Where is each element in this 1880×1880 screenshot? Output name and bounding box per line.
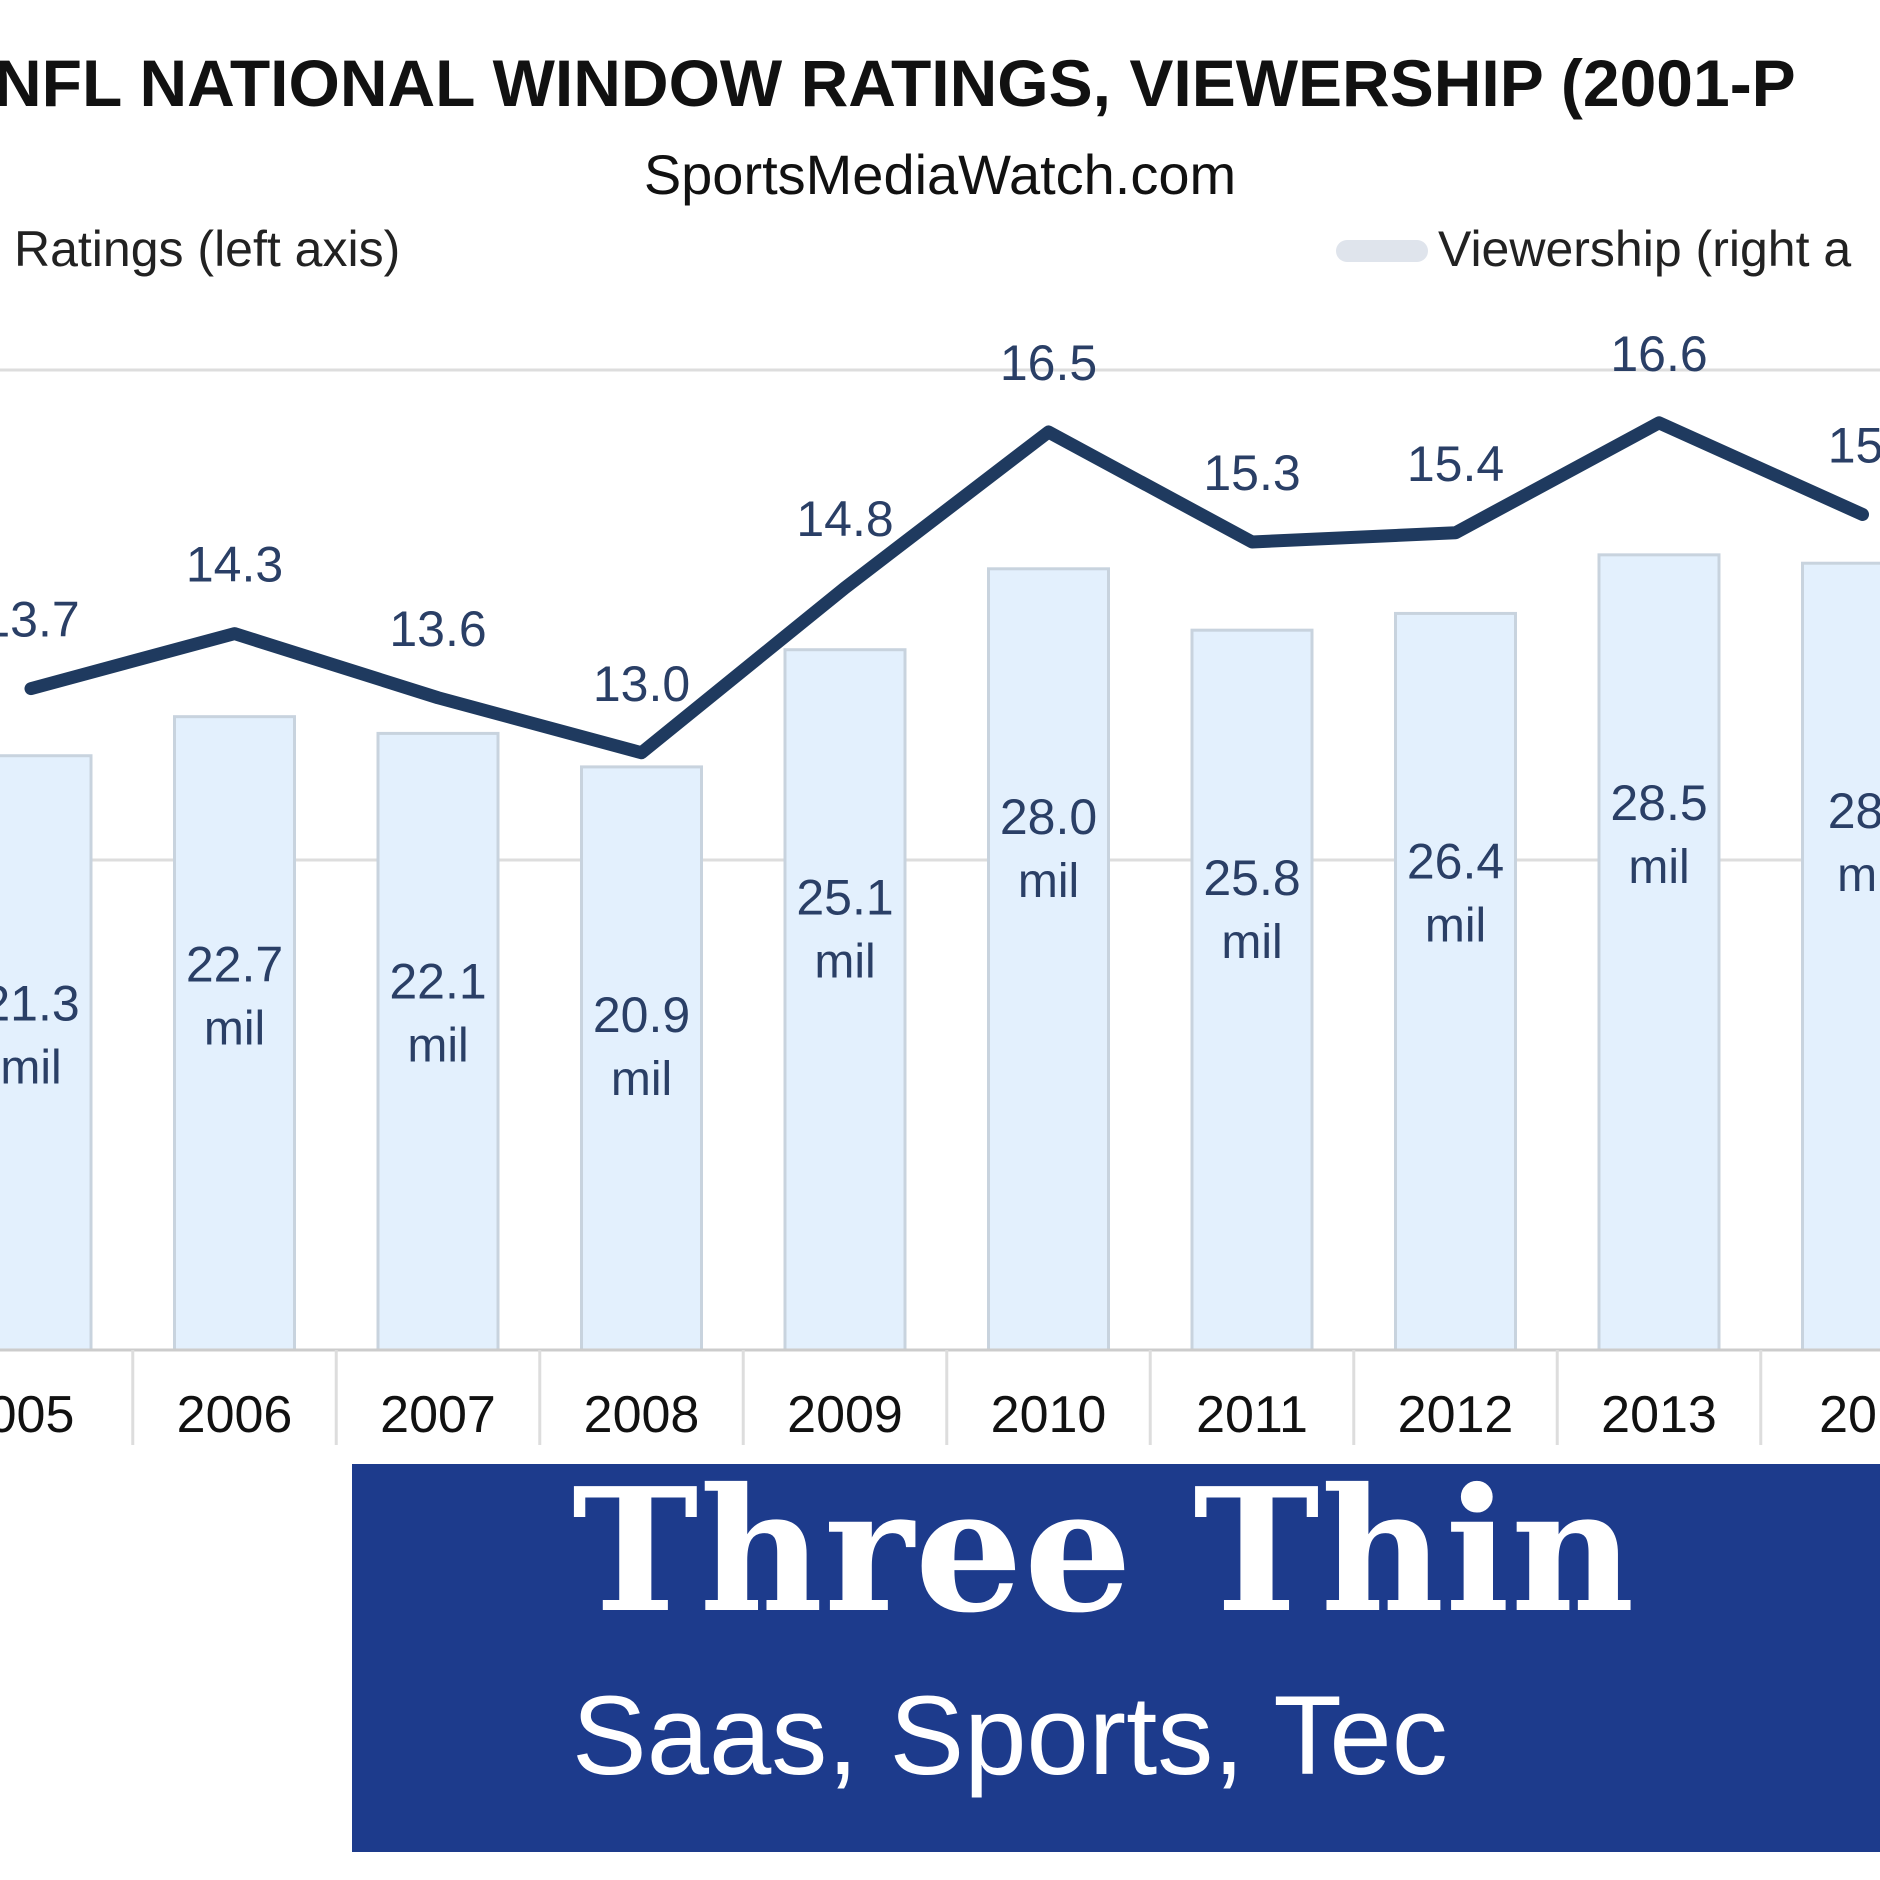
- bar-value-label: 25.8: [1203, 850, 1300, 906]
- tick-separators: [131, 1350, 1763, 1445]
- rating-label-2009: 14.8: [796, 491, 893, 547]
- banner-title: Three Thin: [572, 1451, 1636, 1651]
- rating-labels: 13.7 14.3 13.6 13.0 14.8 16.5 15.3 15.4 16.6 15.: [0, 326, 1880, 712]
- bar-unit-label: mi: [1837, 849, 1880, 902]
- x-tick-label: 2009: [787, 1386, 903, 1444]
- x-tick-label: 005: [0, 1386, 74, 1444]
- tick-labels: 005 2006 2007 2008 2009 2010 2011 2012 2013 201: [0, 1386, 1880, 1444]
- bar-2007: [376, 731, 500, 1352]
- bar-2012: [1394, 611, 1517, 1352]
- bar-unit-label: mil: [1425, 899, 1486, 952]
- x-tick-label: 2010: [991, 1386, 1107, 1444]
- rating-label-2008: 13.0: [593, 656, 690, 712]
- bar-2009: [783, 648, 907, 1352]
- rating-label-2011: 15.3: [1203, 445, 1300, 501]
- banner-subtitle: Saas, Sports, Tec: [572, 1673, 1448, 1798]
- rating-label-2014: 15.: [1828, 417, 1880, 473]
- bar-value-label: 21.3: [0, 976, 80, 1032]
- bar-unit-label: mil: [0, 1042, 61, 1095]
- rating-label-2007: 13.6: [389, 601, 486, 657]
- bar-unit-label: mil: [1628, 841, 1689, 894]
- legend-viewership-swatch: [1336, 240, 1428, 262]
- x-tick-label: 201: [1819, 1386, 1880, 1444]
- x-tick-label: 2011: [1196, 1386, 1308, 1444]
- bar-2014: [1801, 561, 1880, 1352]
- legend-ratings-label: Ratings (left axis): [14, 221, 400, 277]
- bar-value-label: 28.5: [1610, 775, 1707, 831]
- rating-label-2010: 16.5: [1000, 335, 1097, 391]
- x-tick-label: 2008: [584, 1386, 700, 1444]
- rating-label-2006: 14.3: [186, 537, 283, 593]
- x-tick-label: 2012: [1398, 1386, 1514, 1444]
- chart-subtitle: SportsMediaWatch.com: [644, 143, 1236, 206]
- x-tick-label: 2006: [177, 1386, 293, 1444]
- rating-label-2013: 16.6: [1610, 326, 1707, 382]
- bar-value-label: 28.: [1828, 783, 1880, 839]
- rating-label-2005: 13.7: [0, 592, 80, 648]
- bar-value-label: 28.0: [1000, 789, 1097, 845]
- legend-viewership-label: Viewership (right a: [1438, 221, 1851, 277]
- bar-unit-label: mil: [1221, 916, 1282, 969]
- x-tick-label: 2013: [1601, 1386, 1717, 1444]
- x-tick-label: 2007: [380, 1386, 496, 1444]
- bar-2005: [0, 754, 93, 1352]
- bar-2006: [173, 715, 296, 1352]
- bar-2011: [1190, 628, 1314, 1352]
- bar-value-label: 26.4: [1407, 833, 1504, 889]
- banner: [352, 1464, 1880, 1852]
- bar-unit-label: mil: [204, 1003, 265, 1056]
- bar-value-label: 22.1: [389, 953, 486, 1009]
- bar-labels: 21.3 mil 22.7 mil 22.1 mil 20.9 mil 25.1 mil 28.0 m…: [0, 775, 1880, 1106]
- bar-unit-label: mil: [814, 936, 875, 989]
- bar-value-label: 22.7: [186, 937, 283, 993]
- bar-unit-label: mil: [1018, 855, 1079, 908]
- gridlines: [0, 368, 1880, 862]
- ratings-line: [24, 416, 1869, 760]
- bar-value-label: 25.1: [796, 870, 893, 926]
- bar-2010: [987, 567, 1110, 1352]
- bar-2008: [580, 765, 703, 1352]
- bar-unit-label: mil: [407, 1019, 468, 1072]
- bars: [0, 553, 1880, 1352]
- rating-label-2012: 15.4: [1407, 436, 1504, 492]
- bar-2013: [1597, 553, 1721, 1352]
- chart-title: NFL NATIONAL WINDOW RATINGS, VIEWERSHIP …: [0, 46, 1796, 120]
- bar-value-label: 20.9: [593, 987, 690, 1043]
- bar-unit-label: mil: [611, 1053, 672, 1106]
